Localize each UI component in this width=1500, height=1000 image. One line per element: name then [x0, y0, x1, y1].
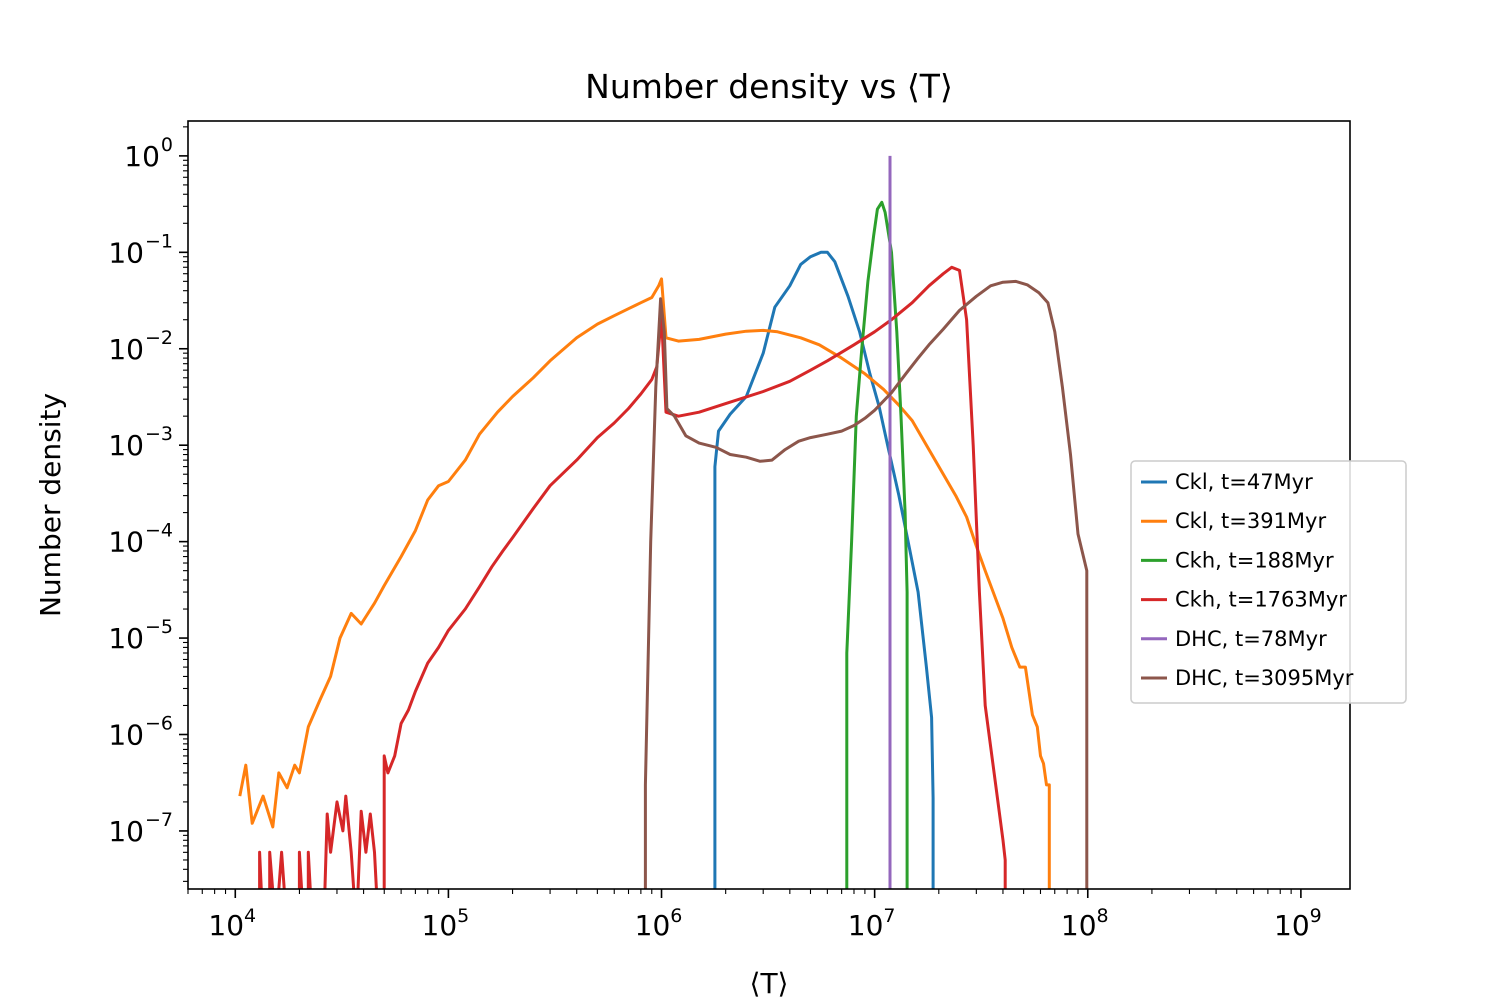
- chart-title: Number density vs ⟨T⟩: [585, 67, 953, 106]
- x-tick-label: 105: [422, 905, 470, 942]
- x-tick-label: 108: [1061, 905, 1109, 942]
- legend-entry: Ckl, t=47Myr: [1175, 470, 1313, 494]
- y-tick-base: 10: [108, 815, 144, 848]
- y-tick-exponent: −5: [145, 616, 173, 638]
- x-tick-label: 104: [208, 905, 256, 942]
- y-tick-label-group: −610: [108, 713, 173, 752]
- series-line-4: [258, 265, 1007, 889]
- y-tick-exponent: −2: [145, 327, 173, 349]
- legend-entry: Ckh, t=188Myr: [1175, 548, 1334, 572]
- y-tick-exponent: −1: [145, 230, 173, 252]
- y-tick-label-group: −310: [108, 423, 173, 462]
- y-axis-label: Number density: [34, 393, 67, 617]
- legend: Ckl, t=47Myr Ckl, t=391Myr Ckh, t=188Myr Ck…: [1130, 460, 1407, 704]
- series-line-6: [643, 279, 1089, 889]
- legend-entry: Ckh, t=1763Myr: [1175, 588, 1347, 612]
- y-tick-exponent: 0: [161, 134, 173, 156]
- y-tick-base: 10: [108, 526, 144, 559]
- y-tick-label-group: 010: [124, 134, 173, 173]
- y-tick-base: 10: [108, 622, 144, 655]
- y-tick-label-group: −410: [108, 520, 173, 559]
- y-tick-base: 10: [108, 719, 144, 752]
- legend-box: [1130, 460, 1407, 704]
- x-axis-label: ⟨T⟩: [750, 967, 789, 1000]
- y-tick-exponent: −3: [145, 423, 173, 445]
- legend-entry: DHC, t=78Myr: [1175, 627, 1327, 651]
- legend-entry: DHC, t=3095Myr: [1175, 666, 1354, 690]
- series-line-3: [845, 200, 909, 889]
- x-axis: 104 105 106 107 108 109: [187, 889, 1322, 942]
- x-tick-label: 106: [635, 905, 683, 942]
- series-layer: [238, 155, 1089, 889]
- y-tick-base: 10: [124, 140, 160, 173]
- y-tick-exponent: −7: [145, 809, 173, 831]
- x-tick-label: 107: [848, 905, 896, 942]
- series-line-2: [238, 277, 1051, 889]
- y-tick-base: 10: [108, 429, 144, 462]
- y-tick-exponent: −6: [145, 713, 173, 735]
- y-tick-label-group: −510: [108, 616, 173, 655]
- y-tick-label-group: −210: [108, 327, 173, 366]
- y-tick-exponent: −4: [145, 520, 173, 542]
- y-tick-base: 10: [108, 333, 144, 366]
- x-tick-label: 109: [1274, 905, 1322, 942]
- y-tick-label-group: −710: [108, 809, 173, 848]
- y-tick-label-group: −110: [108, 230, 173, 269]
- y-tick-base: 10: [108, 236, 144, 269]
- legend-entry: Ckl, t=391Myr: [1175, 509, 1326, 533]
